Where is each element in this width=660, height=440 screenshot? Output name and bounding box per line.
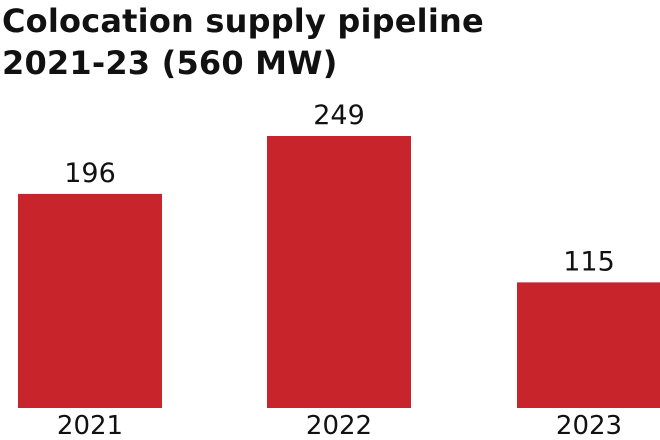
chart-title-line-2: 2021-23 (560 MW): [2, 44, 338, 82]
x-tick-label-2021: 2021: [57, 411, 123, 440]
bar-2021: [18, 193, 162, 408]
x-tick-label-2022: 2022: [306, 411, 372, 440]
bar-2023: [517, 282, 660, 408]
chart-title-line-1: Colocation supply pipeline: [2, 2, 484, 40]
chart-title: Colocation supply pipeline 2021-23 (560 …: [2, 0, 484, 84]
x-tick-label-2023: 2023: [556, 411, 622, 440]
bar-2022: [267, 136, 411, 408]
bar-value-label-2021: 196: [64, 158, 116, 189]
bar-value-label-2022: 249: [313, 100, 365, 131]
bar-value-label-2023: 115: [563, 246, 615, 277]
